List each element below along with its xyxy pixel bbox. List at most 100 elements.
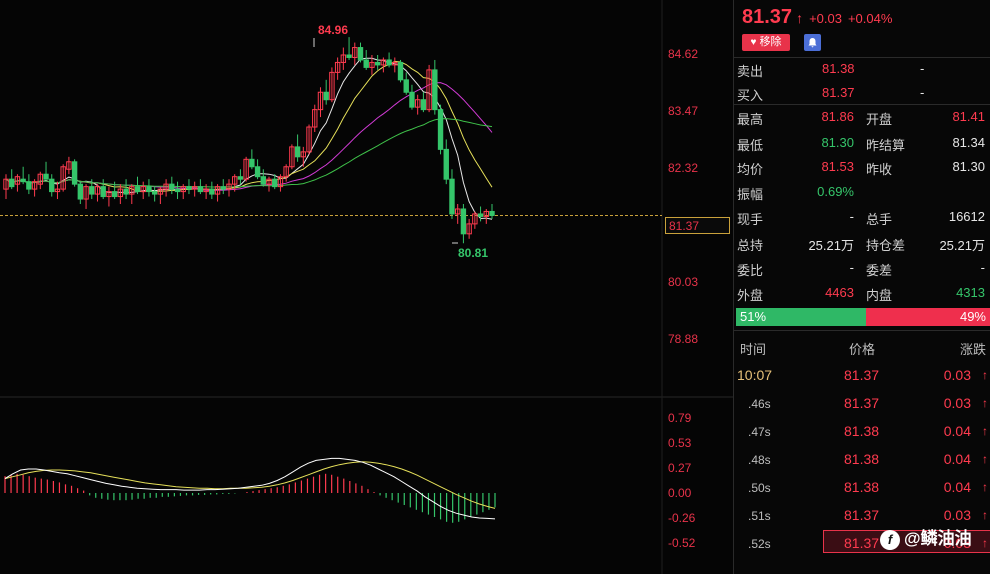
tick-price: 81.38 [844, 479, 880, 495]
candle-body [249, 158, 255, 168]
candle-body [477, 213, 484, 217]
candle-body [157, 188, 164, 195]
candle-body [134, 186, 141, 193]
stat-value: 25.21万 [808, 238, 854, 253]
stat-label: 委比 [737, 263, 764, 278]
stat-label: 开盘 [866, 112, 893, 127]
candle-body [191, 186, 198, 190]
divider [734, 330, 990, 331]
candle-body [220, 186, 226, 190]
tick-row[interactable]: .52s 81.37 0.03 ↑ [734, 530, 990, 558]
candle-body [352, 47, 358, 58]
alert-button[interactable] [804, 34, 821, 51]
stat-value: 81.34 [952, 135, 985, 150]
tick-change: 0.03 [943, 535, 971, 551]
candle-body [197, 186, 204, 193]
candle-body [260, 176, 266, 185]
y-tick-label: 82.32 [668, 161, 699, 175]
stat-label: 内盘 [866, 288, 893, 303]
candle-body [100, 186, 106, 198]
candle-body [20, 178, 26, 183]
buy-ratio: 51% [736, 308, 866, 326]
y-tick-label: 80.03 [668, 275, 699, 289]
candle-body [106, 191, 112, 198]
up-arrow-icon: ↑ [982, 368, 988, 382]
candle-body [334, 61, 341, 73]
stat-label: 总手 [866, 212, 893, 227]
tick-row[interactable]: .46s 81.37 0.03 ↑ [734, 390, 990, 418]
candle-body [254, 166, 261, 178]
book-price: 81.37 [822, 85, 855, 100]
macd-tick-label: -0.26 [668, 511, 696, 525]
remove-watchlist-button[interactable]: ♥ 移除 [742, 34, 790, 51]
book-label: 买入 [737, 88, 764, 103]
candle-body [9, 178, 15, 188]
bell-icon [808, 38, 817, 48]
stat-label: 昨结算 [866, 138, 906, 153]
candle-body [123, 188, 129, 195]
candle-body [409, 91, 415, 108]
stat-label: 昨收 [866, 162, 893, 177]
stats-row: 最高 81.86 开盘 81.41 [734, 105, 990, 129]
ma5-line [5, 57, 493, 220]
candle-body [237, 176, 244, 180]
ma20-line [5, 82, 493, 192]
divider [734, 57, 990, 58]
candle-body [472, 213, 478, 225]
y-tick-label: 84.62 [668, 47, 699, 61]
candle-body [374, 61, 381, 66]
stats-row: 委比 - 委差 - [734, 256, 990, 280]
up-arrow-icon: ↑ [982, 536, 988, 550]
candle-body [243, 158, 249, 180]
stat-label: 最高 [737, 112, 764, 127]
candle-body [420, 99, 427, 111]
stat-label: 现手 [737, 212, 764, 227]
candle-body [403, 79, 409, 93]
tick-price: 81.38 [844, 451, 880, 467]
candle-body [277, 176, 284, 188]
candle-body [466, 223, 472, 235]
stat-value: 81.41 [952, 109, 985, 124]
tick-row[interactable]: .50s 81.38 0.04 ↑ [734, 474, 990, 502]
stat-label: 均价 [737, 162, 764, 177]
stat-value: - [849, 260, 854, 275]
stat-value: 81.30 [821, 135, 854, 150]
stat-value: - [849, 209, 854, 224]
candle-body [180, 186, 186, 193]
heart-icon: ♥ [750, 37, 757, 48]
price-chart-area[interactable]: 84.62 83.47 82.32 80.03 78.88 81.37 84.9… [0, 0, 733, 574]
candle-body [266, 178, 272, 185]
stat-value: 16612 [948, 209, 985, 224]
book-price: 81.38 [822, 61, 855, 76]
candle-body [163, 183, 169, 190]
candle-body [71, 161, 78, 185]
stat-label: 总持 [737, 238, 764, 253]
tick-price: 81.38 [844, 423, 880, 439]
up-arrow-icon: ↑ [982, 452, 988, 466]
tick-row[interactable]: .51s 81.37 0.03 ↑ [734, 502, 990, 530]
candle-body [363, 59, 369, 68]
price-change: +0.03 [809, 11, 842, 26]
macd-dea-line [4, 461, 496, 509]
candle-body [209, 188, 215, 195]
up-arrow-icon: ↑ [982, 508, 988, 522]
candle-body [317, 91, 324, 111]
candle-body [449, 178, 455, 215]
candle-body [232, 176, 238, 185]
tick-time: .48s [748, 453, 771, 467]
candlestick-chart[interactable] [0, 0, 733, 574]
candle-body [186, 186, 192, 190]
tick-row[interactable]: 10:07 81.37 0.03 ↑ [734, 362, 990, 390]
candle-body [397, 61, 404, 81]
tick-row[interactable]: .47s 81.38 0.04 ↑ [734, 418, 990, 446]
macd-tick-label: 0.27 [668, 461, 692, 475]
up-arrow-icon: ↑ [982, 396, 988, 410]
stat-value: 81.30 [952, 159, 985, 174]
stat-label: 持仓差 [866, 238, 906, 253]
tick-row[interactable]: .48s 81.38 0.04 ↑ [734, 446, 990, 474]
candle-body [31, 181, 38, 190]
candle-body [174, 188, 181, 193]
candle-body [392, 61, 398, 66]
tick-change: 0.04 [943, 423, 971, 439]
book-qty: - [920, 61, 925, 76]
